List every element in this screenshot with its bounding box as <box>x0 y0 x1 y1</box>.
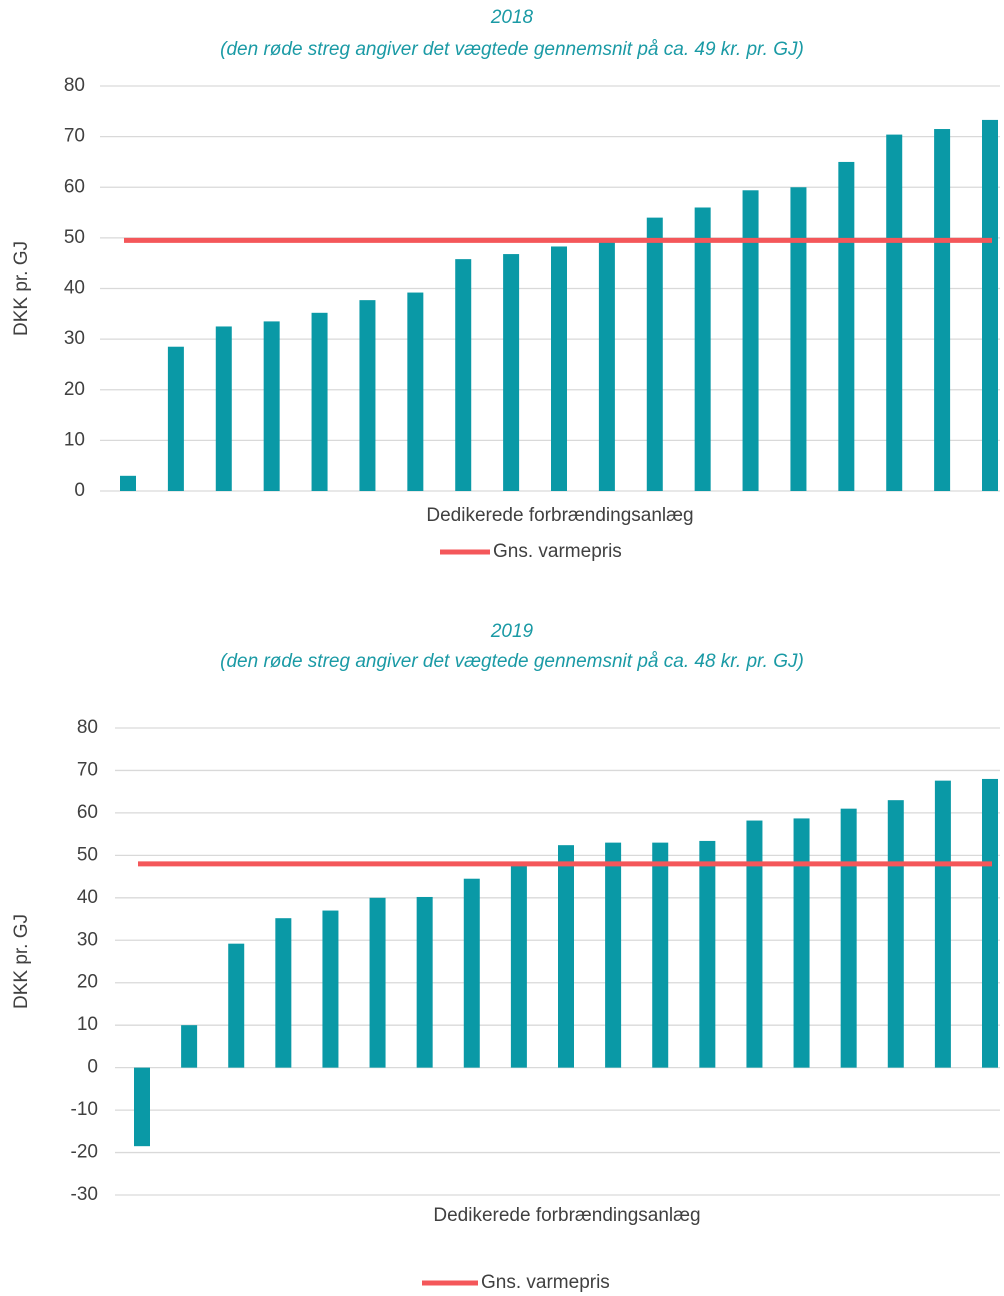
chart-subtitle: (den røde streg angiver det vægtede genn… <box>220 39 804 60</box>
y-tick-label: 70 <box>77 759 98 780</box>
y-tick-label: 40 <box>77 887 98 908</box>
bar <box>598 240 615 491</box>
bar <box>359 300 376 491</box>
bar <box>551 246 567 491</box>
y-tick-label: 50 <box>64 227 85 248</box>
y-tick-label: 10 <box>77 1014 98 1035</box>
bar <box>838 161 855 491</box>
y-tick-label: 10 <box>64 429 85 450</box>
bar <box>982 119 998 491</box>
y-tick-label: 80 <box>64 75 85 96</box>
y-tick-label: 60 <box>64 176 85 197</box>
y-tick-label: 30 <box>64 328 85 349</box>
y-tick-label: 60 <box>77 802 98 823</box>
y-tick-label: -30 <box>71 1184 98 1205</box>
x-axis-label: Dedikerede forbrændingsanlæg <box>433 1205 700 1226</box>
legend-label: Gns. varmepris <box>493 541 622 562</box>
bar <box>455 259 472 491</box>
bar <box>840 808 857 1068</box>
bar <box>503 254 520 491</box>
bar <box>887 800 904 1068</box>
bar <box>558 845 574 1068</box>
bar <box>167 346 184 491</box>
bar <box>369 897 386 1068</box>
bar <box>742 190 759 491</box>
bar <box>982 778 998 1068</box>
bar <box>181 1025 198 1068</box>
x-axis-label: Dedikerede forbrændingsanlæg <box>426 505 693 526</box>
y-tick-label: -20 <box>71 1142 98 1163</box>
legend-label: Gns. varmepris <box>481 1272 610 1293</box>
y-tick-label: 0 <box>74 480 85 501</box>
chart-title: 2019 <box>490 621 534 642</box>
bar <box>886 134 903 491</box>
bar <box>934 129 951 491</box>
bar <box>120 475 136 491</box>
bar <box>275 918 292 1068</box>
bar <box>699 840 716 1068</box>
y-tick-label: 0 <box>87 1057 98 1078</box>
bar <box>746 820 763 1068</box>
y-tick-label: 40 <box>64 278 85 299</box>
chart-subtitle: (den røde streg angiver det vægtede genn… <box>220 651 804 672</box>
y-tick-label: -10 <box>71 1099 98 1120</box>
bar <box>510 865 527 1068</box>
bar <box>463 878 480 1068</box>
y-tick-label: 80 <box>77 717 98 738</box>
bar <box>790 187 807 491</box>
chart-title: 2018 <box>490 7 534 28</box>
bar <box>134 1067 150 1147</box>
bar <box>646 217 663 491</box>
bar <box>694 207 711 491</box>
bar <box>228 943 245 1068</box>
y-tick-label: 20 <box>77 972 98 993</box>
bar <box>407 292 424 491</box>
y-tick-label: 30 <box>77 929 98 950</box>
y-tick-label: 50 <box>77 844 98 865</box>
y-tick-label: 70 <box>64 126 85 147</box>
bar <box>311 312 328 491</box>
y-axis-label: DKK pr. GJ <box>11 914 32 1009</box>
bar <box>793 818 810 1068</box>
y-axis-label: DKK pr. GJ <box>11 241 32 336</box>
bar <box>263 321 280 491</box>
bar <box>416 896 433 1068</box>
bar <box>652 842 669 1068</box>
bar <box>322 910 339 1068</box>
bar <box>215 326 232 491</box>
bar <box>605 842 622 1068</box>
y-tick-label: 20 <box>64 379 85 400</box>
bar <box>934 780 951 1068</box>
